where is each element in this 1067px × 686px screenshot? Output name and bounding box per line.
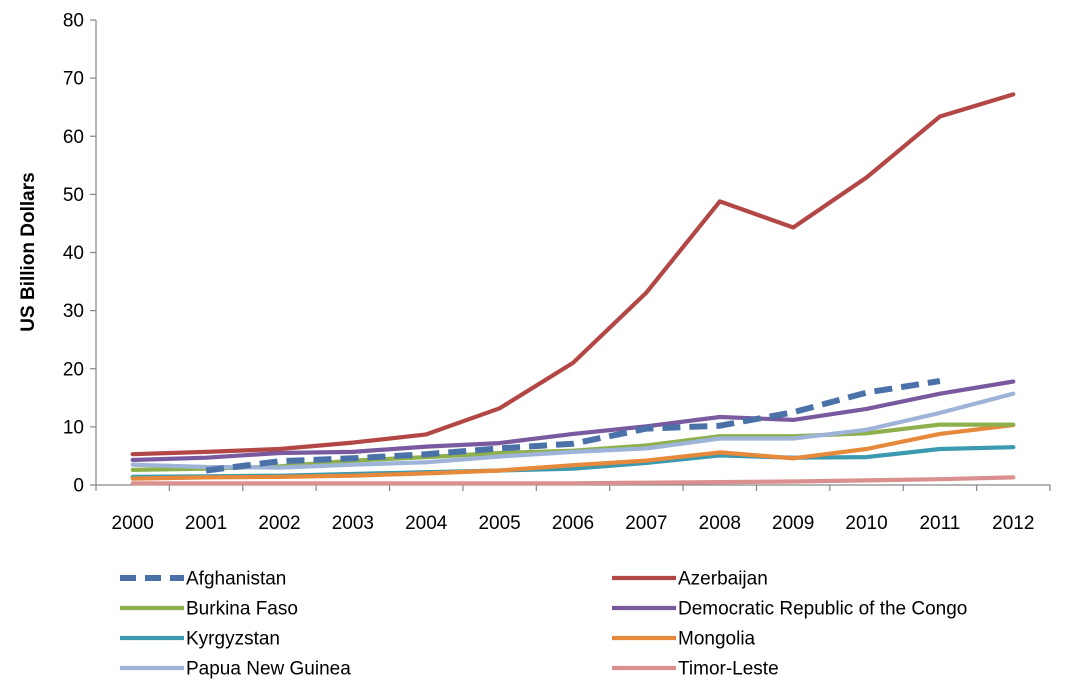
- x-tick-label: 2004: [405, 513, 448, 534]
- y-tick-label: 40: [63, 243, 84, 264]
- legend-label: Mongolia: [678, 629, 756, 650]
- axes: 0 10 20 30 40 50 60 70 80 2000 2001 2002 2003 2004 200…: [63, 11, 1051, 534]
- y-tick-label: 80: [63, 11, 84, 32]
- series-line-timor-leste: [130, 475, 1016, 486]
- legend-label: Azerbaijan: [678, 569, 768, 590]
- legend-item: Burkina Faso: [120, 599, 298, 620]
- x-tick-label: 2006: [552, 513, 594, 534]
- x-tick-label: 2008: [699, 513, 741, 534]
- legend-item: Papua New Guinea: [120, 659, 351, 680]
- series-line-afghanistan: [205, 378, 941, 474]
- x-tick-label: 2012: [992, 513, 1034, 534]
- legend-label: Kyrgyzstan: [186, 629, 280, 650]
- legend-item: Kyrgyzstan: [120, 629, 280, 650]
- x-tick-label: 2005: [478, 513, 520, 534]
- y-axis-title-group: US Billion Dollars: [18, 172, 39, 331]
- series-lines: [130, 92, 1016, 486]
- legend-label: Burkina Faso: [186, 599, 298, 620]
- y-tick-label: 0: [73, 476, 84, 497]
- legend-label: Afghanistan: [186, 569, 286, 590]
- legend-item: Timor-Leste: [612, 659, 779, 680]
- y-tick-label: 50: [63, 185, 84, 206]
- x-tick-label: 2002: [258, 513, 300, 534]
- y-tick-label: 70: [63, 69, 84, 90]
- x-tick-label: 2007: [625, 513, 667, 534]
- legend-label: Papua New Guinea: [186, 659, 351, 680]
- series-line-democratic-republic-of-the-congo: [130, 379, 1016, 463]
- y-axis-title: US Billion Dollars: [18, 172, 39, 331]
- x-tick-label: 2000: [112, 513, 154, 534]
- legend-label: Democratic Republic of the Congo: [678, 599, 967, 620]
- x-tick-label: 2009: [772, 513, 814, 534]
- y-tick-label: 60: [63, 127, 84, 148]
- y-tick-label: 20: [63, 359, 84, 380]
- series-line-papua-new-guinea: [130, 391, 1016, 470]
- y-tick-label: 10: [63, 417, 84, 438]
- x-tick-label: 2011: [919, 513, 960, 534]
- legend-item: Mongolia: [612, 629, 756, 650]
- y-tick-label: 30: [63, 301, 84, 322]
- legend-label: Timor-Leste: [678, 659, 779, 680]
- x-tick-label: 2003: [332, 513, 374, 534]
- legend-item: Azerbaijan: [612, 569, 768, 590]
- x-tick-label: 2001: [185, 513, 227, 534]
- legend-item: Democratic Republic of the Congo: [612, 599, 967, 620]
- series-line-mongolia: [130, 423, 1016, 481]
- legend-item: Afghanistan: [120, 569, 286, 590]
- x-tick-label: 2010: [845, 513, 887, 534]
- series-line-azerbaijan: [130, 92, 1016, 457]
- legend: Afghanistan Azerbaijan Burkina Faso Democra…: [120, 569, 967, 680]
